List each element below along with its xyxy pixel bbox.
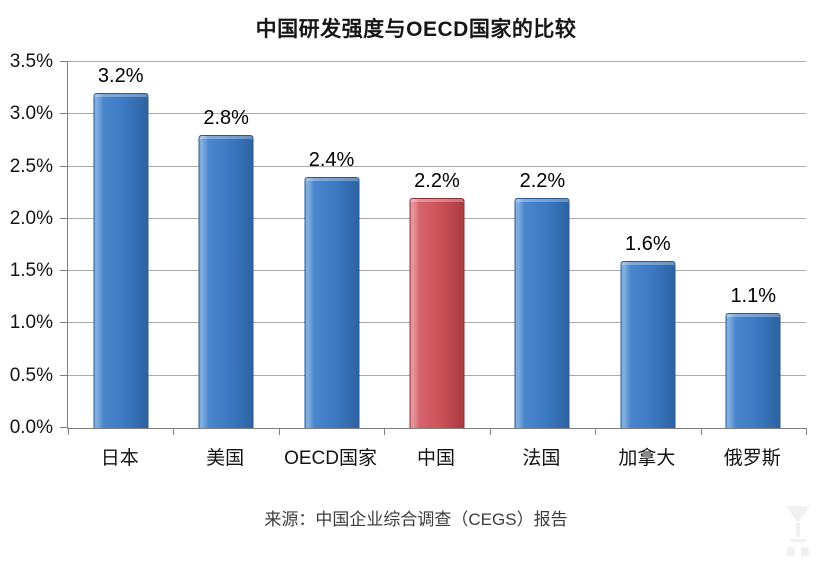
bar-slot: 2.2%	[384, 62, 489, 428]
y-axis-tick	[60, 270, 68, 272]
bar-value-label: 2.2%	[519, 169, 566, 192]
x-axis-label: OECD国家	[284, 448, 377, 469]
x-axis-tick	[595, 428, 597, 435]
x-axis-label: 加拿大	[618, 448, 676, 469]
y-axis-tick	[60, 217, 68, 219]
y-axis-label: 0.0%	[9, 417, 53, 438]
x-axis-tick	[173, 428, 175, 435]
chart-title: 中国研发强度与OECD国家的比较	[255, 18, 577, 41]
bar-slot: 1.6%	[595, 62, 700, 428]
chart-bar	[93, 93, 149, 428]
x-axis-tick	[384, 428, 386, 435]
y-axis-label: 3.0%	[9, 103, 53, 125]
x-axis-tick	[68, 428, 69, 435]
gridline	[68, 165, 806, 167]
watermark-funnel-base	[790, 539, 806, 542]
x-axis-label: 日本	[100, 448, 139, 469]
bar-slot: 3.2%	[68, 62, 173, 428]
y-axis-label: 1.5%	[9, 260, 53, 282]
plot-area: 3.2% 2.8% 2.4% 2.2% 2.2% 1.6% 1.1%	[60, 61, 807, 435]
x-axis-label: 美国	[206, 448, 245, 469]
y-axis-tick	[60, 165, 68, 167]
y-axis-label: 2.5%	[9, 155, 53, 177]
x-axis-label: 俄罗斯	[723, 448, 781, 469]
chart-bar	[409, 197, 465, 428]
y-axis-tick	[60, 427, 68, 428]
y-axis-label: 3.5%	[9, 51, 53, 72]
bars-row: 3.2% 2.8% 2.4% 2.2% 2.2% 1.6% 1.1%	[68, 62, 806, 428]
bar-value-label: 2.8%	[203, 107, 249, 130]
y-axis-label: 2.0%	[9, 207, 53, 229]
chart-bar	[620, 260, 676, 428]
chart-bar	[304, 177, 360, 428]
watermark-text-block	[801, 547, 810, 556]
bar-value-label: 1.6%	[625, 232, 671, 255]
x-axis-label: 法国	[522, 448, 561, 469]
watermark-text-block	[786, 547, 795, 556]
watermark-funnel-cup	[786, 506, 810, 523]
y-axis-tick	[60, 374, 68, 376]
y-axis: 0.0% 0.5% 1.0% 1.5% 2.0% 2.5% 3.0% 3.5%	[0, 51, 59, 438]
chart-bar	[514, 197, 570, 428]
bar-value-label: 1.1%	[730, 284, 777, 307]
y-axis-label: 0.5%	[9, 364, 53, 386]
bar-slot: 2.4%	[279, 62, 384, 428]
x-axis-tick	[489, 428, 491, 435]
watermark-logo-icon	[776, 506, 820, 562]
y-axis-label: 1.0%	[9, 312, 53, 334]
chart-bar	[725, 312, 781, 428]
y-axis-tick	[60, 113, 68, 115]
bar-value-label: 2.2%	[414, 169, 460, 192]
watermark-text-row	[776, 542, 820, 561]
x-axis-tick	[278, 428, 280, 435]
y-axis-tick	[60, 322, 68, 324]
x-axis-tick	[806, 428, 807, 435]
x-axis-tick	[700, 428, 702, 435]
watermark-funnel-stem	[796, 523, 800, 537]
bar-value-label: 2.4%	[308, 149, 355, 172]
bar-slot: 2.8%	[173, 62, 278, 428]
y-axis-tick	[60, 61, 68, 62]
gridline	[68, 113, 806, 115]
bar-slot: 2.2%	[490, 62, 595, 428]
source-line: 来源：中国企业综合调查（CEGS）报告	[264, 510, 568, 529]
x-axis-labels: 日本 美国 OECD国家 中国 法国 加拿大 俄罗斯	[67, 443, 805, 470]
bar-value-label: 3.2%	[97, 65, 144, 88]
chart-bar	[198, 135, 254, 428]
x-axis-label: 中国	[416, 448, 455, 469]
gridline	[68, 61, 806, 62]
bar-slot: 1.1%	[701, 62, 806, 428]
